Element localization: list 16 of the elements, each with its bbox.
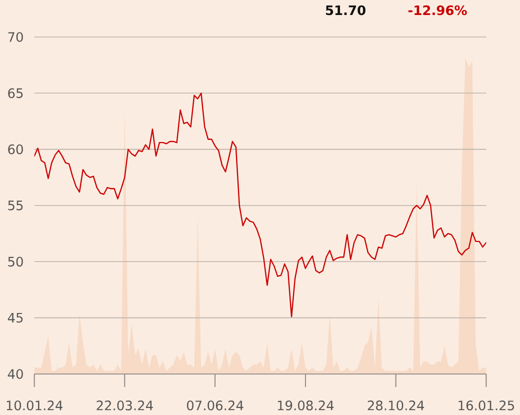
- y-tick-label: 50: [8, 256, 23, 267]
- x-tick-label: 10.01.24: [6, 400, 63, 410]
- y-tick-label: 45: [8, 312, 23, 323]
- x-tick-label: 28.10.24: [368, 400, 424, 410]
- y-tick-label: 70: [8, 32, 23, 42]
- y-tick-label: 65: [8, 88, 23, 98]
- x-tick-label: 22.03.24: [96, 400, 153, 410]
- line-series: [34, 92, 486, 318]
- x-tick-label: 19.08.24: [278, 400, 334, 410]
- y-tick-label: 40: [8, 369, 23, 379]
- y-tick-label: 55: [8, 200, 23, 210]
- x-tick-label: 07.06.24: [186, 400, 244, 410]
- text: 51.70: [326, 5, 366, 16]
- text: -12.96%: [408, 5, 467, 16]
- x-tick-label: 16.01.25: [458, 400, 514, 410]
- y-tick-label: 60: [8, 144, 23, 154]
